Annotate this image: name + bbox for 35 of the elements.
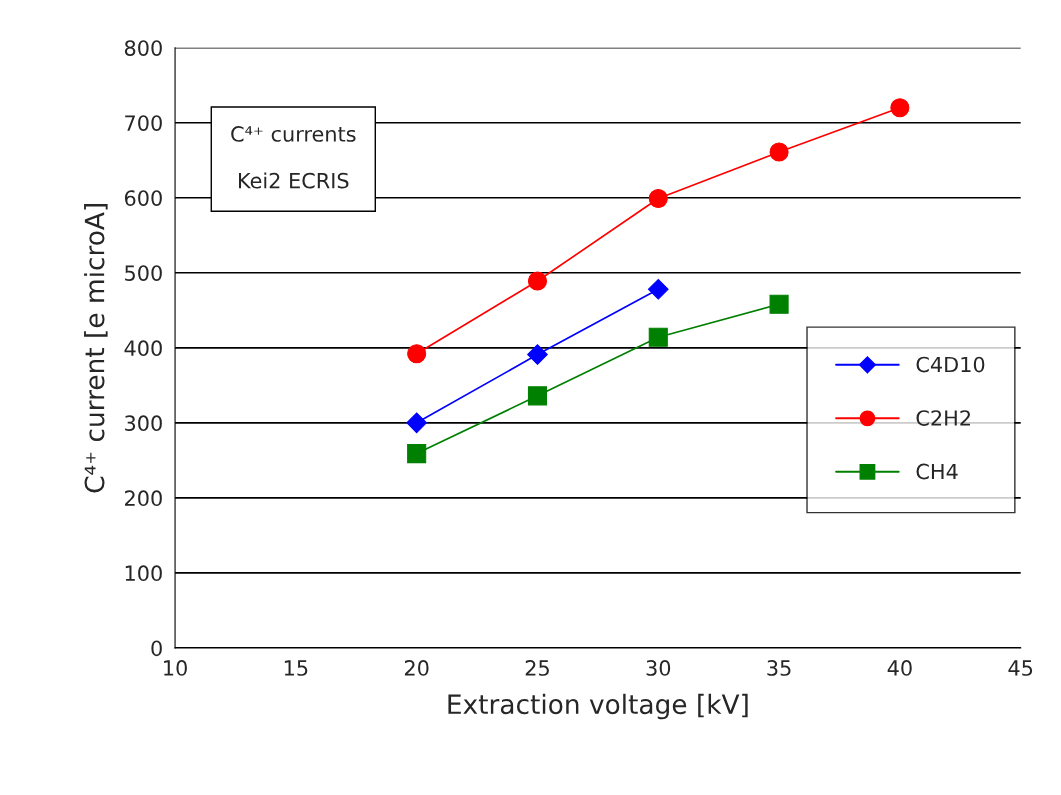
x-tick-label: 25 (525, 660, 549, 676)
x-tick-label: 45 (1008, 660, 1033, 676)
y-tick-label: 800 (124, 40, 162, 56)
point (648, 327, 668, 347)
legend-label: CH4 (916, 463, 958, 480)
point (527, 386, 548, 406)
point (890, 98, 910, 118)
x-tick-label: 10 (164, 660, 187, 676)
point (647, 278, 669, 300)
x-axis-title: Extraction voltage [kV] (448, 693, 748, 720)
legend-label: C4D10 (916, 356, 985, 373)
x-tick-label: 15 (284, 660, 308, 676)
point (407, 444, 427, 464)
x-tick-label: 30 (646, 660, 671, 676)
y-tick-label: 300 (125, 415, 162, 432)
y-tick-label: 200 (125, 490, 162, 507)
text: C⁴⁺ currents Kei2 ECRIS (231, 126, 356, 189)
point (527, 344, 548, 365)
x-tick-label: 40 (887, 660, 912, 676)
point (527, 271, 548, 291)
y-tick-label: 700 (125, 115, 162, 131)
legend-label: C2H2 (916, 410, 970, 426)
x-tick-label: 35 (767, 660, 791, 676)
y-tick-label: 0 (151, 640, 162, 657)
y-tick-label: 500 (125, 265, 162, 281)
y-tick-label: 100 (125, 565, 162, 582)
y-axis-title: C⁴⁺ current [e microA] (84, 204, 108, 493)
point (769, 294, 789, 314)
x-tick-label: 20 (404, 660, 429, 676)
y-tick-label: 400 (124, 340, 162, 357)
point (407, 344, 427, 364)
y-tick-label: 600 (124, 190, 162, 206)
point (769, 142, 789, 162)
point (406, 412, 428, 434)
point (648, 188, 668, 209)
